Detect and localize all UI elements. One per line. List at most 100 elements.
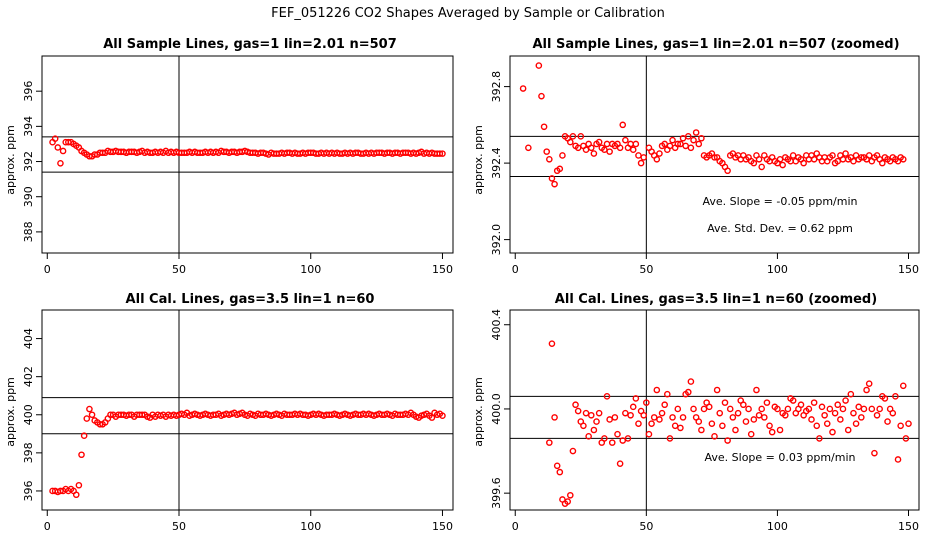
data-point xyxy=(761,414,768,421)
stat-annotation: Ave. Slope = 0.03 ppm/min xyxy=(705,451,856,464)
data-point xyxy=(653,386,661,394)
data-point xyxy=(810,155,818,163)
data-point xyxy=(902,435,910,442)
plot-frame xyxy=(41,55,454,254)
data-point xyxy=(632,140,640,148)
data-point xyxy=(671,422,679,430)
data-point xyxy=(59,147,67,155)
data-point xyxy=(590,426,598,434)
data-point xyxy=(742,418,750,425)
data-point xyxy=(564,498,571,505)
data-point xyxy=(768,428,776,436)
x-tick-label: 50 xyxy=(639,520,653,533)
data-point xyxy=(721,399,729,406)
data-point xyxy=(582,146,590,154)
data-point xyxy=(54,144,62,151)
data-point xyxy=(797,401,805,409)
data-point xyxy=(595,138,603,146)
data-point xyxy=(755,155,763,163)
data-point xyxy=(873,411,881,419)
data-point xyxy=(637,159,645,167)
data-point xyxy=(582,409,590,417)
data-point xyxy=(878,159,886,167)
data-point xyxy=(616,460,624,467)
data-point xyxy=(656,416,663,423)
data-point xyxy=(551,180,558,188)
y-axis-label: approx. ppm xyxy=(472,377,485,447)
y-tick-label: 400 xyxy=(22,404,35,425)
data-point xyxy=(690,405,697,413)
data-point xyxy=(590,150,598,157)
y-tick-label: 400.4 xyxy=(490,309,503,341)
stat-annotation: Ave. Slope = -0.05 ppm/min xyxy=(703,195,858,208)
data-point xyxy=(745,405,752,413)
panel-title: All Cal. Lines, gas=3.5 lin=1 n=60 (zoom… xyxy=(555,292,877,307)
data-point xyxy=(899,155,907,163)
data-point xyxy=(700,405,708,413)
data-point xyxy=(855,403,862,411)
data-point xyxy=(813,422,821,430)
data-point xyxy=(800,159,807,167)
x-tick-label: 50 xyxy=(172,263,186,276)
x-tick-label: 100 xyxy=(767,520,788,533)
data-point xyxy=(755,411,763,419)
data-point xyxy=(808,416,815,423)
y-tick-label: 402 xyxy=(22,366,35,387)
data-point xyxy=(684,388,692,396)
data-point xyxy=(635,152,642,159)
data-point xyxy=(834,401,842,409)
data-point xyxy=(83,415,91,422)
data-point xyxy=(899,382,907,390)
x-tick-label: 150 xyxy=(898,263,919,276)
x-tick-label: 0 xyxy=(44,520,51,533)
data-point xyxy=(577,133,585,140)
data-point xyxy=(666,142,674,150)
data-point xyxy=(858,414,865,421)
data-point xyxy=(556,165,564,173)
data-point xyxy=(763,399,771,406)
data-point xyxy=(865,152,873,159)
data-point xyxy=(580,422,587,430)
data-point xyxy=(567,491,574,499)
data-point xyxy=(708,420,716,427)
data-point xyxy=(603,140,611,148)
data-point xyxy=(687,378,695,385)
data-point xyxy=(674,140,682,148)
x-tick-label: 50 xyxy=(639,263,653,276)
data-point xyxy=(829,152,836,159)
data-point xyxy=(650,414,658,421)
data-point xyxy=(740,401,747,409)
data-point xyxy=(766,422,773,430)
data-point xyxy=(839,155,847,163)
data-point xyxy=(784,405,792,413)
data-point xyxy=(881,395,889,402)
x-tick-label: 50 xyxy=(172,520,186,533)
data-point xyxy=(750,159,758,167)
data-point xyxy=(538,92,545,100)
x-tick-label: 100 xyxy=(300,520,321,533)
data-point xyxy=(713,386,721,394)
data-point xyxy=(603,393,611,400)
y-tick-label: 398 xyxy=(22,442,35,463)
data-point xyxy=(894,456,902,463)
y-tick-label: 396 xyxy=(22,81,35,102)
data-point xyxy=(679,414,687,421)
data-point xyxy=(829,428,836,436)
data-point xyxy=(868,405,876,413)
data-point xyxy=(428,414,436,421)
panel-cal-lines-zoomed: All Cal. Lines, gas=3.5 lin=1 n=60 (zoom… xyxy=(472,292,920,533)
data-point xyxy=(716,409,724,417)
x-tick-label: 150 xyxy=(432,263,453,276)
data-point xyxy=(543,148,551,155)
data-point xyxy=(86,405,93,413)
y-axis-label: approx. ppm xyxy=(4,125,17,195)
data-point xyxy=(593,418,600,425)
data-point xyxy=(622,136,629,144)
data-point xyxy=(661,401,668,409)
data-point xyxy=(805,405,813,413)
y-tick-label: 404 xyxy=(22,328,35,349)
data-point xyxy=(75,481,83,489)
data-point xyxy=(629,403,637,411)
data-point xyxy=(810,399,818,406)
data-point xyxy=(905,420,912,427)
